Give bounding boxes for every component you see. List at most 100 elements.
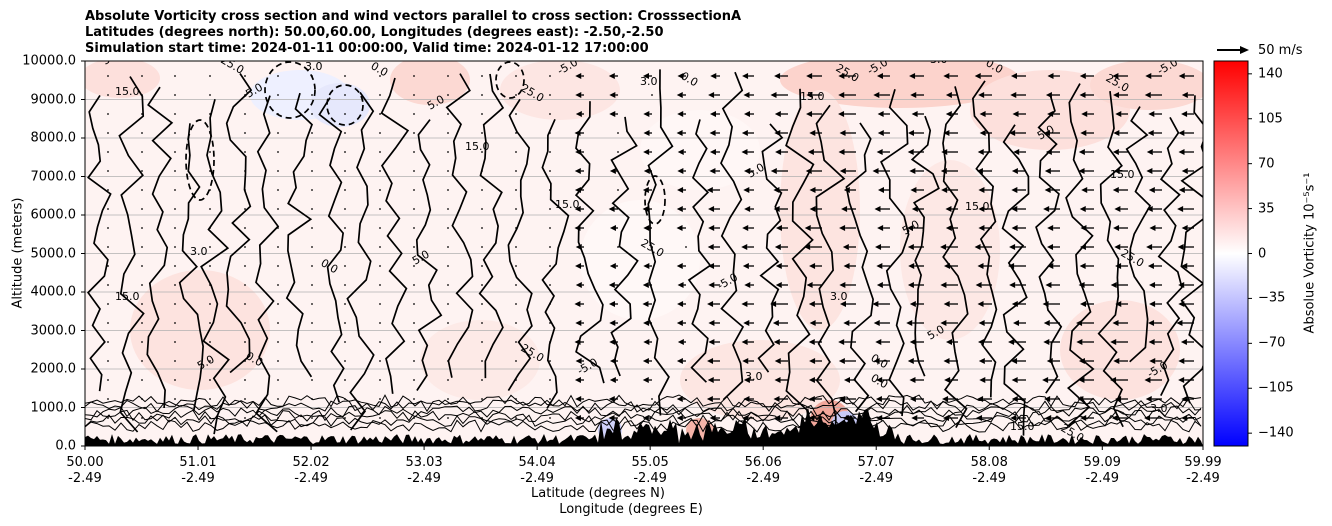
wind-vector-head [1042, 301, 1049, 307]
wind-vector [344, 341, 346, 343]
wind-vector-head [743, 92, 750, 98]
wind-vector [174, 189, 176, 191]
wind-vector [174, 246, 176, 248]
wind-vector-head [1013, 149, 1020, 155]
wind-vector-head [806, 92, 813, 98]
wind-vector [277, 227, 279, 229]
wind-vector-head [1080, 301, 1087, 307]
wind-vector-head [876, 377, 883, 383]
wind-vector-head [907, 282, 914, 288]
wind-vector [447, 360, 449, 362]
wind-vector-head [775, 263, 782, 269]
wind-vector-head [1043, 320, 1050, 326]
wind-vector-head [978, 187, 985, 193]
wind-vector [447, 227, 449, 229]
wind-vector [311, 151, 313, 153]
surface-contour [85, 399, 1202, 413]
wind-vector [209, 75, 211, 77]
wind-vector-head [1113, 358, 1120, 364]
surface-contour [85, 409, 1202, 423]
wind-vector [379, 113, 381, 115]
wind-vector-head [940, 244, 947, 250]
wind-vector-head [1181, 111, 1188, 117]
wind-vector-head [676, 320, 683, 326]
contour-label: 15.0 [965, 200, 990, 213]
wind-vector-head [1145, 73, 1152, 79]
wind-vector [107, 379, 109, 381]
wind-vector [244, 94, 246, 96]
wind-vector-head [1043, 206, 1050, 212]
wind-vector [107, 75, 109, 77]
contour-line [942, 86, 969, 429]
wind-vector-head [677, 339, 684, 345]
wind-vector [277, 284, 279, 286]
wind-vector-head [643, 339, 650, 345]
wind-vector [413, 303, 415, 305]
wind-vector [549, 360, 551, 362]
wind-vector [515, 360, 517, 362]
contour-line [318, 97, 345, 403]
wind-vector [549, 189, 551, 191]
wind-vector [515, 189, 517, 191]
wind-vector-head [978, 339, 985, 345]
wind-vector [379, 303, 381, 305]
wind-vector [174, 360, 176, 362]
wind-vector [413, 379, 415, 381]
wind-vector-head [1078, 358, 1085, 364]
wind-vector-head [770, 168, 777, 174]
wind-vector [244, 151, 246, 153]
wind-vector-head [1178, 358, 1185, 364]
wind-vector-head [609, 339, 616, 345]
wind-vector-head [643, 130, 650, 136]
surface-contour [85, 404, 1202, 418]
x-tick-label: 59.09 -2.49 [1083, 455, 1121, 486]
wind-vector-head [744, 168, 751, 174]
wind-vector [344, 227, 346, 229]
wind-vector [174, 379, 176, 381]
wind-vector [447, 265, 449, 267]
wind-vector-head [708, 263, 715, 269]
wind-vector-head [574, 206, 581, 212]
contour-label: 3.0 [305, 60, 323, 73]
wind-vector [174, 208, 176, 210]
wind-vector [481, 360, 483, 362]
wind-vector [244, 189, 246, 191]
wind-vector-head [1177, 244, 1184, 250]
contour-line [225, 73, 253, 374]
wind-vector-head [876, 263, 883, 269]
wind-vector-head [1047, 111, 1054, 117]
wind-vector-head [575, 358, 582, 364]
wind-vector [549, 75, 551, 77]
wind-vector [481, 189, 483, 191]
wind-vector-head [773, 206, 780, 212]
wind-vector [549, 417, 551, 419]
wind-vector-head [775, 282, 782, 288]
wind-vector-head [1178, 73, 1185, 79]
wind-vector-head [909, 73, 916, 79]
wind-vector-head [1112, 73, 1119, 79]
wind-vector [209, 132, 211, 134]
wind-vector [379, 75, 381, 77]
wind-vector-head [1043, 339, 1050, 345]
wind-vector-head [1146, 244, 1153, 250]
wind-vector-head [1078, 377, 1085, 383]
x-tick-label: 52.02 -2.49 [292, 455, 330, 486]
wind-vector-head [574, 130, 581, 136]
wind-vector-head [1012, 111, 1019, 117]
wind-vector-head [1076, 320, 1083, 326]
wind-vector [277, 170, 279, 172]
contour-line [1001, 124, 1030, 436]
wind-vector [141, 265, 143, 267]
contour-line [541, 118, 570, 409]
wind-vector [549, 170, 551, 172]
wind-vector-head [945, 92, 952, 98]
wind-vector-head [978, 206, 985, 212]
wind-vector [209, 360, 211, 362]
colorbar-tick-label: −35 [1258, 290, 1286, 306]
wind-vector [277, 75, 279, 77]
wind-vector [311, 170, 313, 172]
y-tick-label: 7000.0 [30, 169, 77, 184]
y-tick-label: 10000.0 [22, 53, 76, 69]
wind-vector-head [1146, 168, 1153, 174]
